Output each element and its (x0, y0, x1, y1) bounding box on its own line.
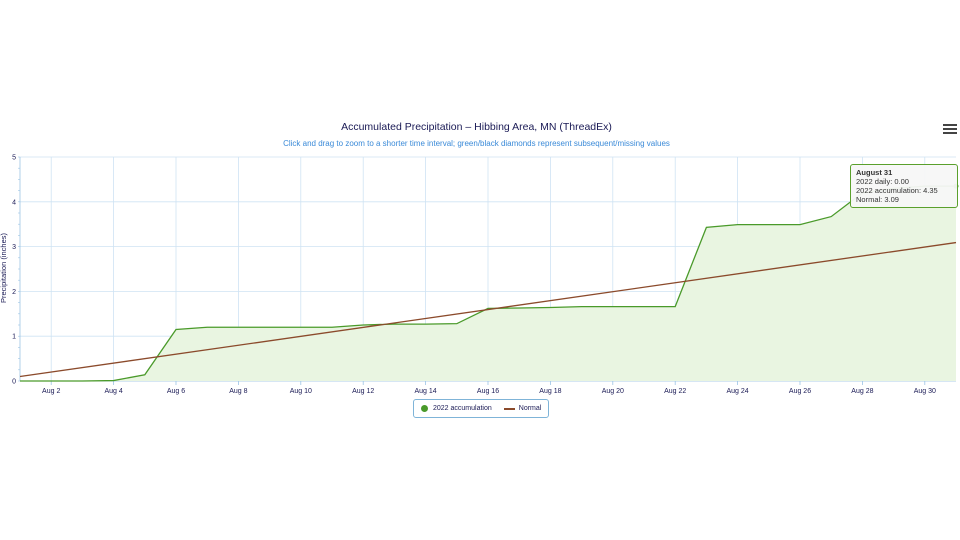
legend-marker-accumulation (421, 405, 428, 412)
y-tick-label: 2 (12, 289, 16, 296)
accumulation-line (20, 185, 956, 382)
x-tick-label: Aug 4 (104, 388, 122, 395)
x-tick-label: Aug 14 (415, 388, 437, 395)
x-tick-label: Aug 2 (42, 388, 60, 395)
x-tick-label: Aug 12 (352, 388, 374, 395)
x-tick-label: Aug 18 (539, 388, 561, 395)
y-tick-label: 5 (12, 155, 16, 162)
y-tick-label: 0 (12, 379, 16, 386)
tooltip-accumulation: 2022 accumulation: 4.35 (856, 186, 938, 195)
x-tick-label: Aug 20 (602, 388, 624, 395)
y-tick-label: 1 (12, 334, 16, 341)
legend-item-normal[interactable]: Normal (503, 405, 542, 412)
x-tick-label: Aug 8 (229, 388, 247, 395)
legend-marker-normal (503, 407, 515, 410)
x-tick-label: Aug 16 (477, 388, 499, 395)
hamburger-menu-icon[interactable] (943, 124, 957, 136)
x-tick-label: Aug 24 (727, 388, 749, 395)
accumulation-area (20, 186, 956, 381)
tooltip-normal: Normal: 3.09 (856, 195, 899, 204)
chart-title: Accumulated Precipitation – Hibbing Area… (341, 121, 612, 133)
legend-label-normal: Normal (518, 405, 542, 412)
tooltip-title: August 31 (856, 168, 893, 177)
tooltip: August 31 2022 daily: 0.00 2022 accumula… (850, 164, 958, 208)
y-tick-label: 4 (12, 199, 16, 206)
chart-subtitle: Click and drag to zoom to a shorter time… (283, 139, 670, 148)
x-tick-label: Aug 28 (851, 388, 873, 395)
tooltip-daily: 2022 daily: 0.00 (856, 177, 909, 186)
legend-label-accumulation: 2022 accumulation (433, 405, 492, 412)
x-tick-label: Aug 22 (664, 388, 686, 395)
x-tick-label: Aug 26 (789, 388, 811, 395)
x-tick-label: Aug 10 (290, 388, 312, 395)
legend: 2022 accumulation Normal (413, 399, 550, 418)
x-tick-label: Aug 6 (167, 388, 185, 395)
x-tick-label: Aug 30 (914, 388, 936, 395)
y-tick-label: 3 (12, 244, 16, 251)
normal-line (19, 241, 957, 378)
legend-item-accumulation[interactable]: 2022 accumulation (421, 405, 492, 412)
